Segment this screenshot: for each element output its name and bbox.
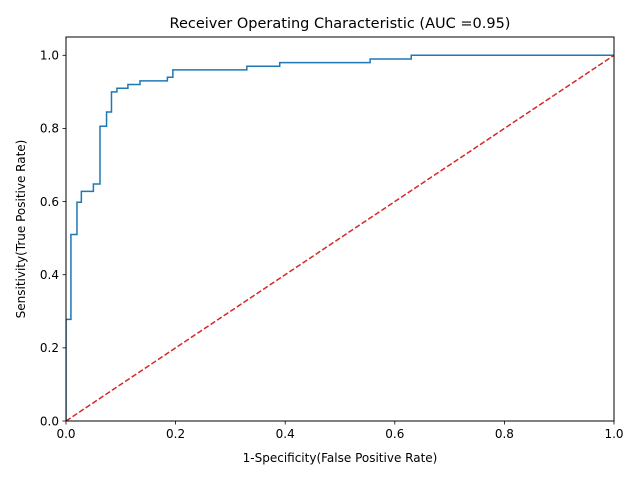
y-tick-label: 0.4 (40, 268, 59, 282)
chance-diagonal-line (66, 54, 614, 421)
x-axis-label: 1-Specificity(False Positive Rate) (243, 451, 438, 465)
series-layer (66, 54, 614, 421)
y-axis: 0.0 0.2 0.4 0.6 0.8 1.0 (40, 49, 66, 428)
x-tick-label: 0.4 (276, 427, 295, 441)
x-tick-label: 1.0 (604, 427, 623, 441)
plot-frame (65, 36, 615, 422)
y-tick-label: 0.2 (40, 341, 59, 355)
y-tick-label: 1.0 (40, 49, 59, 63)
roc-curve-line (66, 54, 614, 421)
y-axis-label: Sensitivity(True Positive Rate) (14, 140, 28, 319)
x-axis: 0.0 0.2 0.4 0.6 0.8 1.0 (56, 421, 624, 441)
y-tick-label: 0.6 (40, 195, 59, 209)
y-tick-label: 0.0 (40, 414, 59, 428)
y-tick-label: 0.8 (40, 122, 59, 136)
x-tick-label: 0.8 (495, 427, 514, 441)
chart-title: Receiver Operating Characteristic (AUC =… (170, 16, 511, 32)
x-tick-label: 0.0 (56, 427, 75, 441)
x-tick-label: 0.2 (166, 427, 185, 441)
x-tick-label: 0.6 (385, 427, 404, 441)
